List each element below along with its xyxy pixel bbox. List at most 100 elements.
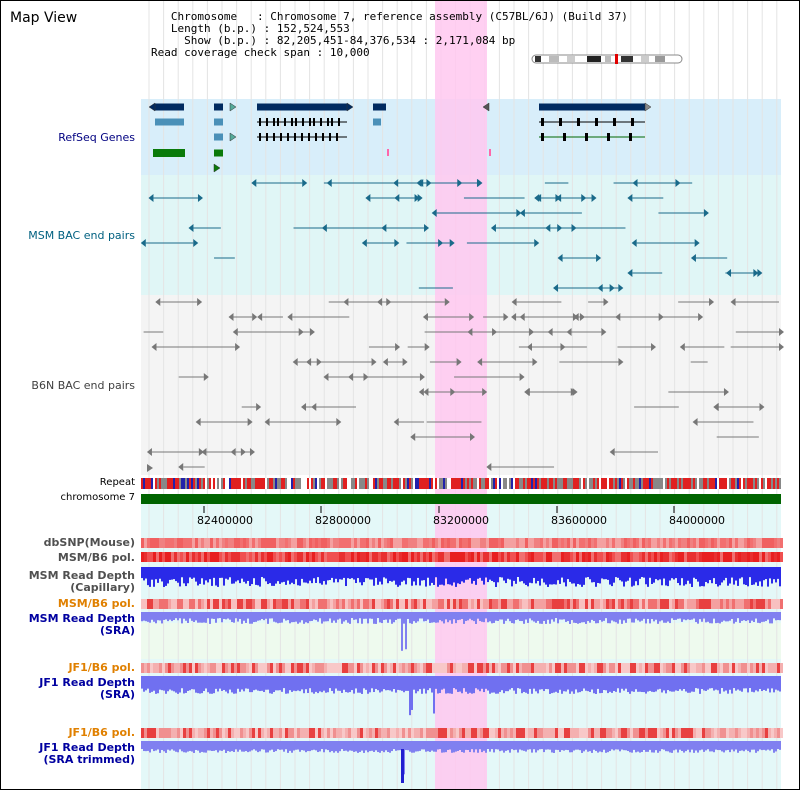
repeat-mark	[311, 478, 313, 489]
repeat-mark	[727, 478, 729, 489]
dbsnp-label[interactable]: dbSNP(Mouse)	[43, 536, 135, 549]
jf1-read-depth-trimmed-label[interactable]: JF1 Read Depth (SRA trimmed)	[39, 741, 135, 766]
heat-cell	[387, 728, 390, 738]
heat-cell	[558, 599, 561, 609]
depth-bar	[751, 741, 753, 750]
depth-bar	[759, 741, 761, 750]
depth-bar	[285, 567, 287, 585]
heat-cell	[213, 663, 216, 673]
heat-cell	[162, 599, 165, 609]
bac-end-arrow	[203, 373, 209, 381]
msm-b6-pol-label-2[interactable]: MSM/B6 pol.	[57, 597, 135, 610]
heat-cell	[384, 538, 387, 548]
depth-bar	[453, 741, 455, 753]
repeat-mark	[169, 478, 171, 489]
depth-bar	[303, 567, 305, 583]
depth-bar	[777, 676, 779, 691]
depth-bar	[231, 567, 233, 584]
heat-cell	[237, 663, 240, 673]
bac-end-arrow	[201, 448, 207, 456]
depth-bar	[447, 741, 449, 750]
depth-bar	[219, 741, 221, 751]
heat-cell	[636, 538, 639, 548]
heat-cell	[594, 599, 597, 609]
heat-cell	[426, 552, 429, 562]
heat-cell	[486, 552, 489, 562]
heat-cell	[603, 663, 606, 673]
depth-bar	[661, 567, 663, 586]
repeat-label[interactable]: Repeat	[99, 477, 135, 488]
depth-bar	[171, 612, 173, 622]
depth-bar	[141, 567, 143, 579]
heat-cell	[354, 663, 357, 673]
depth-bar	[591, 741, 593, 753]
jf1-b6-pol-label-2[interactable]: JF1/B6 pol.	[68, 726, 135, 739]
msm-read-depth-sra-label[interactable]: MSM Read Depth (SRA)	[28, 612, 135, 637]
heat-cell	[696, 538, 699, 548]
repeat-mark	[377, 478, 379, 489]
depth-bar	[711, 612, 713, 624]
heat-cell	[594, 552, 597, 562]
depth-bar	[683, 741, 685, 753]
heat-cell	[450, 599, 453, 609]
repeat-mark	[185, 478, 187, 489]
heat-cell	[489, 538, 492, 548]
depth-bar	[467, 567, 469, 580]
depth-bar	[699, 741, 701, 751]
depth-bar	[327, 612, 329, 622]
depth-bar	[155, 612, 157, 624]
depth-bar	[549, 741, 551, 750]
heat-cell	[660, 663, 663, 673]
repeat-mark	[527, 478, 529, 489]
heat-cell	[498, 599, 501, 609]
msm-read-depth-capillary-label[interactable]: MSM Read Depth (Capillary)	[28, 569, 135, 594]
depth-bar	[385, 567, 387, 579]
depth-bar	[585, 741, 587, 750]
depth-bar	[399, 741, 401, 751]
depth-bar	[555, 741, 557, 750]
refseq-genes-label[interactable]: RefSeq Genes	[58, 131, 135, 144]
heat-cell	[621, 599, 624, 609]
depth-bar	[163, 741, 165, 752]
msm-bac-end-pairs-label[interactable]: MSM BAC end pairs	[28, 229, 135, 242]
depth-bar	[511, 741, 513, 750]
heat-cell	[627, 552, 630, 562]
depth-bar	[489, 741, 491, 752]
depth-bar	[727, 567, 729, 586]
heat-cell	[618, 552, 621, 562]
repeat-mark	[303, 478, 305, 489]
heat-cell	[201, 599, 204, 609]
heat-cell	[276, 552, 279, 562]
heat-cell	[633, 663, 636, 673]
heat-cell	[723, 552, 726, 562]
heat-cell	[465, 728, 468, 738]
repeat-mark	[567, 478, 569, 489]
jf1-b6-pol-label-1[interactable]: JF1/B6 pol.	[68, 661, 135, 674]
jf1-read-depth-sra-label[interactable]: JF1 Read Depth (SRA)	[39, 676, 135, 701]
heat-cell	[534, 663, 537, 673]
heat-cell	[651, 663, 654, 673]
repeat-mark	[433, 478, 435, 489]
gene-exon	[336, 133, 338, 141]
gene-arrow	[482, 102, 490, 112]
b6n-bac-end-pairs-label[interactable]: B6N BAC end pairs	[31, 379, 135, 392]
depth-bar	[617, 676, 619, 689]
repeat-mark	[617, 478, 619, 489]
depth-bar	[631, 676, 633, 692]
depth-bar	[503, 612, 505, 624]
heat-cell	[276, 663, 279, 673]
depth-bar	[229, 676, 231, 690]
repeat-mark	[147, 478, 149, 489]
depth-bar	[303, 741, 305, 751]
depth-bar	[185, 567, 187, 587]
heat-cell	[381, 728, 384, 738]
depth-bar	[601, 741, 603, 753]
repeat-mark	[569, 478, 571, 489]
heat-cell	[369, 599, 372, 609]
depth-bar	[507, 612, 509, 619]
msm-b6-pol-label-1[interactable]: MSM/B6 pol.	[57, 551, 135, 564]
bac-end-arrow	[326, 179, 332, 187]
heat-cell	[261, 552, 264, 562]
heat-cell	[510, 552, 513, 562]
chromosome-ideogram[interactable]	[531, 53, 686, 65]
